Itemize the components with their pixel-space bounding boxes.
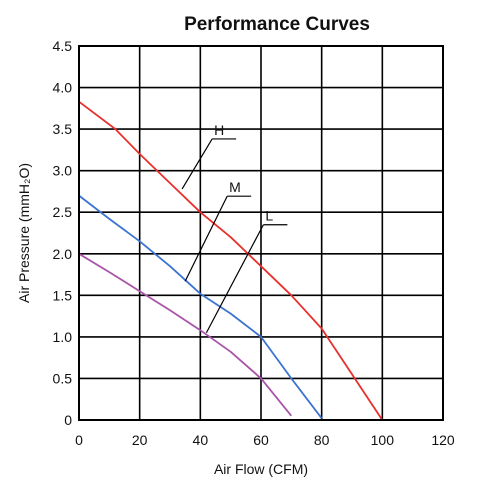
- y-tick-label: 4.5: [53, 38, 73, 54]
- series-lines: [78, 100, 384, 421]
- x-tick-label: 60: [253, 432, 269, 448]
- y-tick-label: 3.0: [53, 163, 73, 179]
- y-tick-label: 1.5: [53, 287, 73, 303]
- x-tick-label: 120: [431, 432, 455, 448]
- x-tick-label: 0: [75, 432, 83, 448]
- series-line-h: [78, 100, 384, 421]
- series-label-h: H: [214, 122, 224, 138]
- x-tick-label: 100: [371, 432, 395, 448]
- y-axis-label: Air Pressure (mmH₂O): [16, 163, 32, 303]
- y-tick-label: 2.5: [53, 204, 73, 220]
- leader-line-h: [181, 138, 213, 190]
- x-tick-label: 40: [193, 432, 209, 448]
- series-labels: H M L: [181, 122, 288, 334]
- x-axis-label: Air Flow (CFM): [214, 461, 308, 477]
- y-tick-label: 3.5: [53, 121, 73, 137]
- y-tick-label: 0.5: [53, 370, 73, 386]
- y-tick-label: 2.0: [53, 246, 73, 262]
- grid: [79, 46, 443, 420]
- leader-line-m: [184, 195, 228, 282]
- plot-frame: [78, 45, 444, 421]
- series-line-l: [78, 253, 292, 417]
- y-tick-label: 1.0: [53, 329, 73, 345]
- y-tick-label: 0: [64, 412, 72, 428]
- chart-title: Performance Curves: [184, 14, 370, 35]
- leader-line-l: [205, 224, 264, 334]
- series-label-l: L: [265, 208, 273, 224]
- series-label-m: M: [229, 179, 241, 195]
- series-line-m: [78, 194, 323, 419]
- tick-labels: 0 20 40 60 80 100 120 0 0.5 1.0 1.5 2.0 2.5 3.0 3.5 4.0…: [53, 38, 455, 448]
- y-tick-label: 4.0: [53, 80, 73, 96]
- x-tick-label: 80: [314, 432, 330, 448]
- x-tick-label: 20: [132, 432, 148, 448]
